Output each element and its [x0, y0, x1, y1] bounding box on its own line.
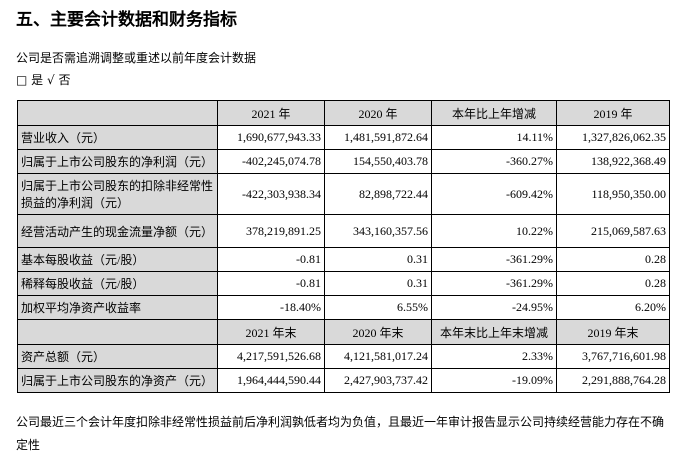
cell-value: 0.31 — [324, 271, 432, 296]
table-row: 归属于上市公司股东的净利润（元） -402,245,074.78 154,550,4… — [17, 149, 670, 174]
row-label: 稀释每股收益（元/股） — [17, 271, 218, 296]
cell-value: 14.11% — [431, 125, 557, 150]
restatement-question: 公司是否需追溯调整或重述以前年度会计数据 — [16, 51, 257, 65]
row-label: 营业收入（元） — [17, 125, 218, 150]
option-no: 否 — [58, 73, 71, 87]
table-row: 归属于上市公司股东的净资产（元） 1,964,444,590.44 2,427,90… — [17, 368, 670, 393]
cell-value: 1,964,444,590.44 — [217, 368, 325, 393]
cell-value: -24.95% — [431, 295, 557, 320]
cell-value: -360.27% — [431, 149, 557, 174]
row-label: 归属于上市公司股东的扣除非经常性损益的净利润（元） — [17, 173, 218, 215]
row-label: 基本每股收益（元/股） — [17, 247, 218, 272]
column-header: 2020 年 — [324, 100, 432, 126]
cell-value: 0.28 — [556, 271, 670, 296]
row-label: 经营活动产生的现金流量净额（元） — [17, 214, 218, 248]
cell-value: -0.81 — [217, 247, 325, 272]
row-label: 归属于上市公司股东的净资产（元） — [17, 368, 218, 393]
table-row: 经营活动产生的现金流量净额（元） 378,219,891.25 343,160,35… — [17, 214, 670, 248]
table-row: 营业收入（元） 1,690,677,943.33 1,481,591,872.64 1… — [17, 125, 670, 150]
cell-value: 215,069,587.63 — [556, 214, 670, 248]
cell-value: 1,690,677,943.33 — [217, 125, 325, 150]
column-header: 本年末比上年末增减 — [431, 319, 557, 345]
cell-value: 138,922,368.49 — [556, 149, 670, 174]
row-label: 加权平均净资产收益率 — [17, 295, 218, 320]
cell-value: 2,427,903,737.42 — [324, 368, 432, 393]
cell-value: 10.22% — [431, 214, 557, 248]
table-row: 归属于上市公司股东的扣除非经常性损益的净利润（元） -422,303,938.34… — [17, 173, 670, 215]
cell-value: -422,303,938.34 — [217, 173, 325, 215]
cell-value: -609.42% — [431, 173, 557, 215]
cell-value: 0.28 — [556, 247, 670, 272]
column-header: 2020 年末 — [324, 319, 432, 345]
table-row: 基本每股收益（元/股） -0.81 0.31 -361.29% 0.28 — [17, 247, 670, 272]
section-title: 五、主要会计数据和财务指标 — [16, 10, 237, 30]
checkbox-icon: □ — [16, 73, 28, 87]
cell-value: 1,327,826,062.35 — [556, 125, 670, 150]
option-yes: 是 — [31, 73, 44, 87]
cell-value: 118,950,350.00 — [556, 173, 670, 215]
column-header — [17, 319, 218, 345]
cell-value: 4,121,581,017.24 — [324, 344, 432, 369]
cell-value: -402,245,074.78 — [217, 149, 325, 174]
header-row: 2021 年 2020 年本年比上年增减 2019 年 — [17, 100, 670, 126]
cell-value: 6.20% — [556, 295, 670, 320]
cell-value: 3,767,716,601.98 — [556, 344, 670, 369]
cell-value: 378,219,891.25 — [217, 214, 325, 248]
column-header: 本年比上年增减 — [431, 100, 557, 126]
restatement-options: □ 是 √ 否 — [16, 71, 71, 88]
cell-value: 2,291,888,764.28 — [556, 368, 670, 393]
cell-value: 154,550,403.78 — [324, 149, 432, 174]
check-icon: √ — [47, 73, 55, 87]
table-row: 资产总额（元） 4,217,591,526.68 4,121,581,017.24 2… — [17, 344, 670, 369]
cell-value: 0.31 — [324, 247, 432, 272]
cell-value: -361.29% — [431, 247, 557, 272]
cell-value: 82,898,722.44 — [324, 173, 432, 215]
cell-value: 4,217,591,526.68 — [217, 344, 325, 369]
column-header — [17, 100, 218, 126]
cell-value: -18.40% — [217, 295, 325, 320]
cell-value: -19.09% — [431, 368, 557, 393]
row-label: 资产总额（元） — [17, 344, 218, 369]
cell-value: 2.33% — [431, 344, 557, 369]
column-header: 2021 年 — [217, 100, 325, 126]
footnote: 公司最近三个会计年度扣除非经常性损益前后净利润孰低者均为负值，且最近一年审计报告… — [16, 415, 665, 452]
cell-value: 6.55% — [324, 295, 432, 320]
column-header: 2019 年 — [556, 100, 670, 126]
cell-value: -0.81 — [217, 271, 325, 296]
financial-table: 2021 年 2020 年本年比上年增减 2019 年营业收入（元） 1,690,67… — [17, 100, 670, 393]
header-row: 2021 年末 2020 年末 本年末比上年末增减 2019 年末 — [17, 319, 670, 345]
row-label: 归属于上市公司股东的净利润（元） — [17, 149, 218, 174]
table-row: 稀释每股收益（元/股） -0.81 0.31 -361.29% 0.28 — [17, 271, 670, 296]
cell-value: -361.29% — [431, 271, 557, 296]
column-header: 2021 年末 — [217, 319, 325, 345]
cell-value: 343,160,357.56 — [324, 214, 432, 248]
column-header: 2019 年末 — [556, 319, 670, 345]
table-row: 加权平均净资产收益率 -18.40% 6.55% -24.95% 6.20% — [17, 295, 670, 320]
cell-value: 1,481,591,872.64 — [324, 125, 432, 150]
